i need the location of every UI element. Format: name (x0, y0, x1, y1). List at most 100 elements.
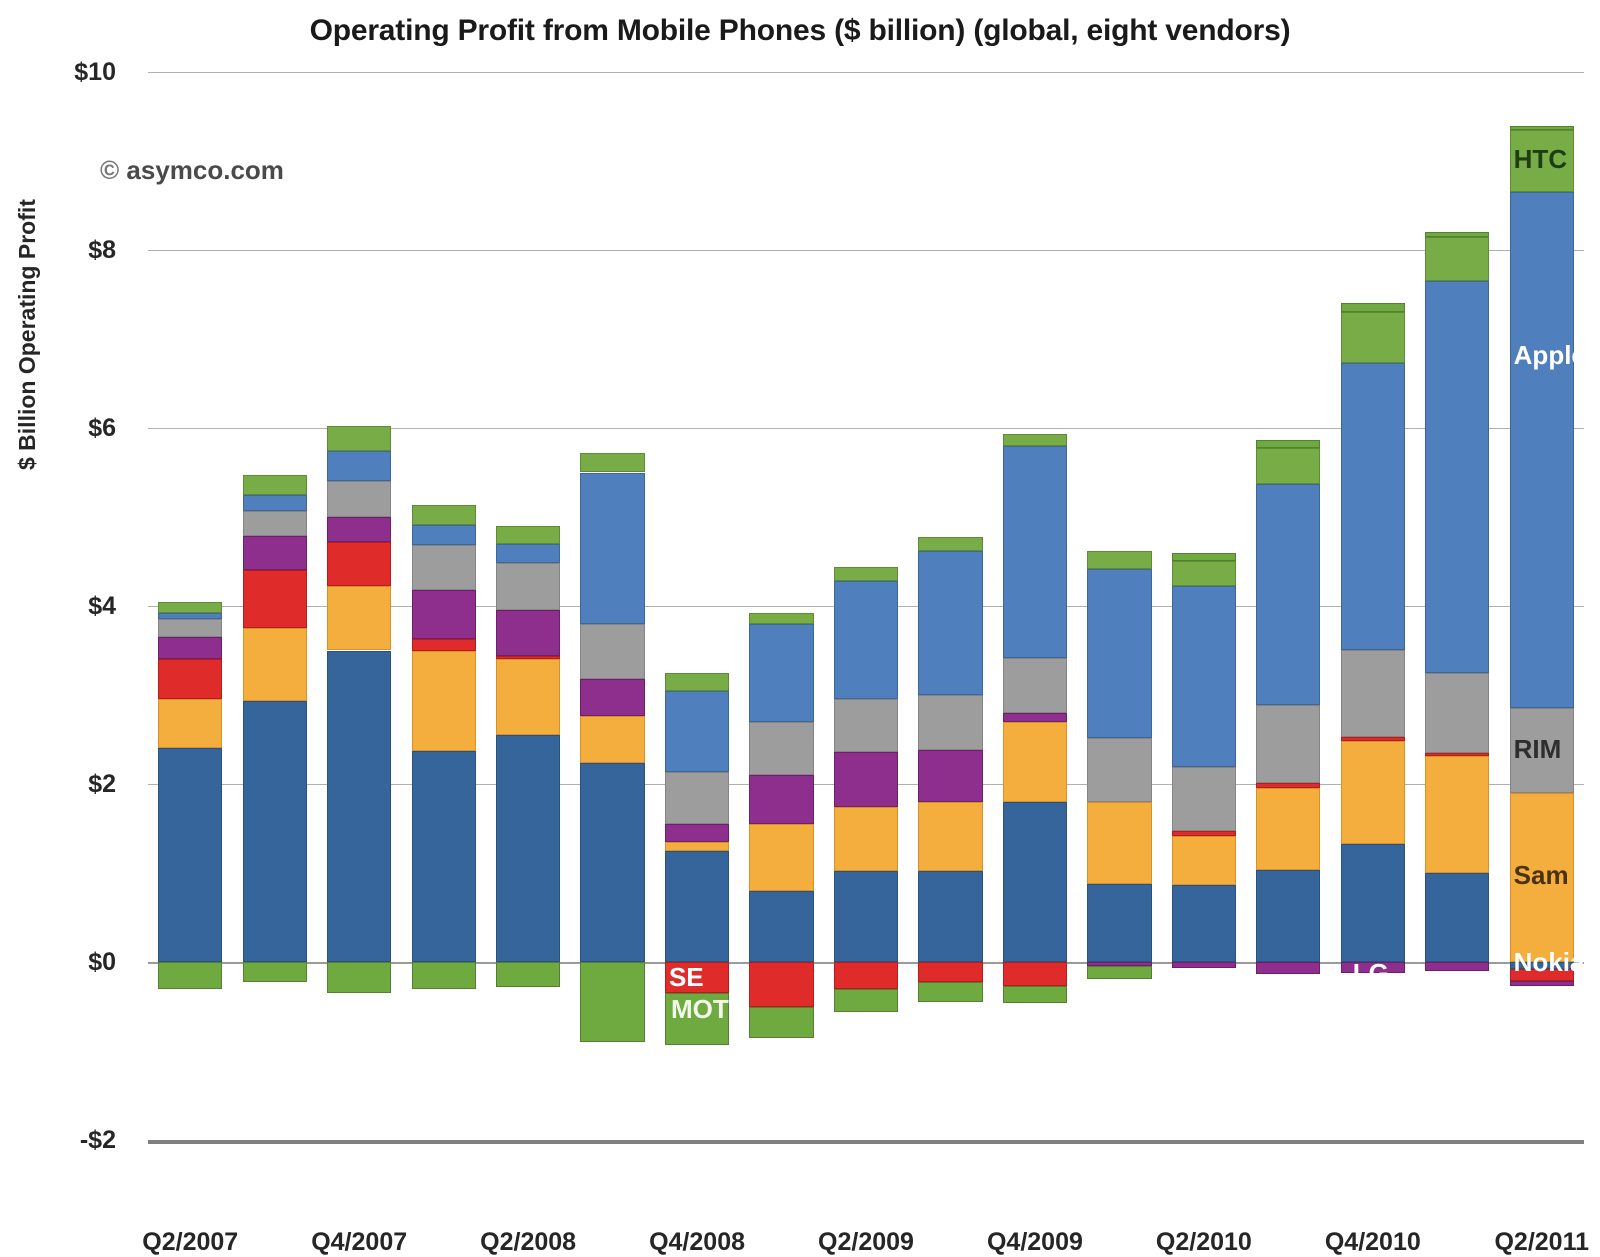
bar-segment-mot[interactable] (411, 962, 476, 989)
bar-segment-mot[interactable] (496, 962, 561, 987)
bar-segment-htc[interactable] (580, 452, 645, 473)
bar-segment-nokia[interactable] (1509, 962, 1574, 970)
bar-group[interactable] (242, 72, 307, 1140)
bar-segment-se[interactable] (1509, 969, 1574, 981)
bar-segment-nokia[interactable] (833, 871, 899, 962)
bar-segment-rim[interactable] (1087, 737, 1152, 802)
bar-segment-nokia[interactable] (327, 650, 392, 962)
bar-segment-se[interactable] (918, 962, 983, 982)
bar-segment-nokia[interactable] (1171, 884, 1236, 962)
bar-segment-lg[interactable] (1509, 980, 1574, 987)
bar-segment-se[interactable] (1002, 962, 1068, 987)
bar-segment-mot[interactable] (1002, 986, 1068, 1003)
bar-segment-apple[interactable] (664, 690, 730, 773)
bar-segment-se[interactable] (242, 569, 307, 629)
bar-segment-apple[interactable] (327, 451, 392, 482)
bar-segment-sam[interactable] (411, 651, 476, 752)
bar-group[interactable] (1425, 72, 1490, 1140)
bar-segment-lg[interactable] (496, 609, 561, 656)
bar-segment-apple[interactable] (242, 494, 307, 511)
bar-segment-mot[interactable] (242, 962, 307, 982)
bar-segment-sam[interactable] (327, 586, 392, 651)
bar-segment-htc[interactable] (918, 536, 983, 551)
bar-segment-se[interactable] (1256, 783, 1321, 788)
bar-segment-apple[interactable] (833, 581, 899, 699)
bar-group[interactable] (1509, 72, 1574, 1140)
bar-segment-htc[interactable] (1425, 236, 1490, 282)
bar-segment-mot[interactable] (1340, 303, 1405, 313)
bar-segment-lg[interactable] (158, 637, 223, 660)
bar-segment-htc[interactable] (158, 602, 223, 614)
bar-segment-rim[interactable] (833, 698, 899, 752)
bar-segment-sam[interactable] (1340, 741, 1405, 844)
bar-segment-se[interactable] (1340, 736, 1405, 742)
bar-segment-sam[interactable] (1087, 801, 1152, 884)
bar-segment-apple[interactable] (1509, 192, 1574, 709)
bar-segment-lg[interactable] (664, 824, 730, 842)
bar-segment-sam[interactable] (158, 699, 223, 749)
bar-segment-mot[interactable] (1087, 966, 1152, 979)
bar-segment-nokia[interactable] (1256, 870, 1321, 962)
bar-segment-mot[interactable] (749, 1006, 814, 1038)
bar-segment-se[interactable] (496, 655, 561, 660)
bar-group[interactable] (664, 72, 730, 1140)
bar-segment-apple[interactable] (918, 550, 983, 695)
bar-segment-lg[interactable] (1425, 962, 1490, 971)
bar-segment-mot[interactable] (580, 962, 645, 1043)
bar-segment-rim[interactable] (1340, 649, 1405, 737)
bar-segment-se[interactable] (1171, 831, 1236, 836)
bar-group[interactable] (327, 72, 392, 1140)
bar-group[interactable] (1256, 72, 1321, 1140)
bar-group[interactable] (496, 72, 561, 1140)
bar-group[interactable] (411, 72, 476, 1140)
bar-segment-mot[interactable] (1256, 439, 1321, 449)
bar-segment-apple[interactable] (411, 525, 476, 546)
bar-segment-sam[interactable] (1509, 792, 1574, 962)
bar-segment-rim[interactable] (580, 623, 645, 679)
bar-segment-lg[interactable] (242, 535, 307, 570)
bar-group[interactable] (833, 72, 899, 1140)
bar-segment-apple[interactable] (1171, 585, 1236, 768)
bar-group[interactable] (918, 72, 983, 1140)
bar-segment-nokia[interactable] (664, 850, 730, 962)
bar-segment-nokia[interactable] (496, 735, 561, 962)
bar-segment-nokia[interactable] (158, 748, 223, 962)
bar-segment-lg[interactable] (580, 678, 645, 717)
bar-segment-mot[interactable] (327, 962, 392, 994)
bar-segment-se[interactable] (1425, 752, 1490, 756)
bar-segment-rim[interactable] (1425, 672, 1490, 753)
bar-segment-htc[interactable] (242, 475, 307, 495)
bar-segment-mot[interactable] (158, 962, 223, 989)
bar-segment-apple[interactable] (496, 543, 561, 564)
bar-segment-sam[interactable] (496, 659, 561, 736)
bar-segment-rim[interactable] (496, 563, 561, 610)
bar-segment-lg[interactable] (1002, 712, 1068, 722)
bar-segment-rim[interactable] (664, 772, 730, 825)
bar-segment-se[interactable] (749, 962, 814, 1007)
bar-segment-se[interactable] (158, 659, 223, 700)
bar-segment-se[interactable] (327, 541, 392, 587)
bar-segment-rim[interactable] (411, 545, 476, 590)
bar-segment-htc[interactable] (664, 672, 730, 691)
bar-segment-apple[interactable] (580, 472, 645, 624)
bar-segment-sam[interactable] (833, 807, 899, 872)
bar-group[interactable] (749, 72, 814, 1140)
bar-segment-apple[interactable] (1256, 484, 1321, 705)
bar-segment-rim[interactable] (749, 721, 814, 776)
bar-segment-htc[interactable] (327, 426, 392, 452)
bar-segment-sam[interactable] (580, 716, 645, 763)
bar-segment-rim[interactable] (1509, 708, 1574, 793)
bar-segment-rim[interactable] (1256, 704, 1321, 784)
bar-segment-lg[interactable] (749, 775, 814, 825)
bar-segment-rim[interactable] (327, 481, 392, 517)
bar-segment-rim[interactable] (1171, 767, 1236, 832)
bar-segment-lg[interactable] (1087, 962, 1152, 967)
bar-segment-se[interactable] (411, 638, 476, 652)
bar-segment-se[interactable] (833, 962, 899, 989)
bar-group[interactable] (1340, 72, 1405, 1140)
bar-segment-nokia[interactable] (1002, 801, 1068, 962)
bar-segment-rim[interactable] (158, 619, 223, 638)
bar-segment-htc[interactable] (749, 613, 814, 624)
bar-segment-htc[interactable] (1340, 312, 1405, 364)
bar-segment-sam[interactable] (664, 841, 730, 851)
